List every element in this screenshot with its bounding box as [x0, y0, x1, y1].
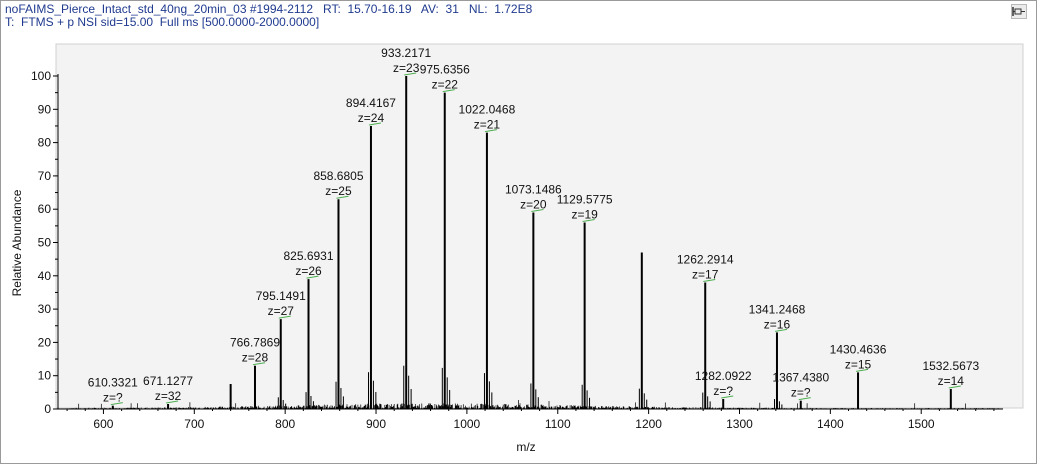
peak-mz-label: 858.6805	[313, 169, 363, 183]
peak-mz-label: 1532.5673	[922, 359, 979, 373]
peak-mz-label: 975.6356	[420, 63, 470, 77]
y-tick-label: 60	[38, 202, 52, 216]
x-tick-label: 1300	[726, 417, 753, 431]
peak-charge-label: z=22	[432, 78, 459, 92]
peak-mz-label: 766.7869	[230, 336, 280, 350]
peak-charge-label: z=?	[791, 386, 811, 400]
peak-labels: 610.3321z=?671.1277z=32766.7869z=28795.1…	[88, 46, 979, 406]
peak-annotation-mark	[165, 400, 179, 404]
peak-charge-label: z=20	[520, 198, 547, 212]
y-tick-label: 80	[38, 136, 52, 150]
pin-icon[interactable]	[1011, 4, 1027, 19]
peak-annotation-mark	[948, 385, 961, 389]
peak-mz-label: 671.1277	[143, 374, 193, 388]
y-tick-label: 70	[38, 169, 52, 183]
peak-annotation-mark	[484, 129, 498, 133]
peak-annotation-mark	[404, 72, 417, 76]
peak-mz-label: 1430.4636	[830, 342, 887, 356]
peak-charge-label: z=17	[692, 267, 719, 281]
peak-annotation-mark	[252, 362, 266, 366]
plot-area	[55, 43, 1024, 409]
y-tick-label: 10	[38, 369, 52, 383]
x-tick-label: 1000	[454, 417, 481, 431]
peak-annotation-mark	[336, 195, 349, 199]
peak-annotation-mark	[582, 219, 595, 223]
peak-mz-label: 795.1491	[256, 289, 306, 303]
peak-mz-label: 610.3321	[88, 376, 138, 390]
peak-annotation-mark	[368, 122, 382, 126]
peak-charge-label: z=?	[103, 391, 123, 405]
peak-charge-label: z=27	[268, 304, 295, 318]
x-tick-label: 800	[275, 417, 295, 431]
peak-annotation-mark	[855, 368, 869, 372]
peak-annotation-mark	[798, 397, 811, 401]
peak-charge-label: z=16	[764, 317, 791, 331]
y-axis-title: Relative Abundance	[10, 189, 24, 296]
x-tick-label: 1500	[908, 417, 935, 431]
peak-charge-label: z=14	[938, 374, 965, 388]
y-tick-label: 30	[38, 302, 52, 316]
peak-charge-label: z=?	[713, 384, 733, 398]
y-tick-label: 20	[38, 335, 52, 349]
peak-annotation-mark	[110, 402, 123, 406]
y-tick-label: 0	[44, 402, 51, 416]
peak-charge-label: z=24	[358, 111, 385, 125]
peak-mz-label: 1022.0468	[459, 103, 516, 117]
peak-annotation-mark	[703, 278, 716, 282]
peak-charge-label: z=19	[571, 208, 598, 222]
peak-mz-label: 933.2171	[381, 46, 431, 60]
x-axis-title: m/z	[516, 440, 535, 454]
peak-annotation-mark	[278, 315, 291, 319]
peak-charge-label: z=28	[242, 351, 269, 365]
y-tick-label: 100	[31, 69, 51, 83]
y-tick-label: 40	[38, 269, 52, 283]
peak-charge-label: z=25	[325, 184, 352, 198]
peak-annotation-mark	[774, 328, 788, 332]
peak-mz-label: 1262.2914	[677, 252, 734, 266]
peak-mz-label: 1282.0922	[695, 369, 752, 383]
peak-annotation-mark	[442, 89, 455, 93]
peak-charge-label: z=23	[393, 61, 420, 75]
y-tick-label: 50	[38, 236, 52, 250]
peak-annotation-mark	[306, 275, 319, 279]
peak-annotation-mark	[531, 209, 544, 213]
peak-mz-label: 1367.4380	[772, 371, 829, 385]
y-tick-label: 90	[38, 102, 52, 116]
peak-mz-label: 1073.1486	[505, 183, 562, 197]
peak-mz-label: 825.6931	[283, 249, 333, 263]
scan-header-line-2: T: FTMS + p NSI sid=15.00 Full ms [500.0…	[5, 15, 320, 29]
peaks	[111, 76, 952, 409]
scan-header-line-1: noFAIMS_Pierce_Intact_std_40ng_20min_03 …	[5, 2, 533, 16]
peak-mz-label: 894.4167	[346, 96, 396, 110]
x-tick-label: 1400	[817, 417, 844, 431]
x-tick-label: 1200	[635, 417, 662, 431]
peak-mz-label: 1341.2468	[749, 302, 806, 316]
peak-charge-label: z=32	[155, 389, 182, 403]
x-tick-label: 600	[93, 417, 113, 431]
x-tick-label: 900	[366, 417, 386, 431]
x-tick-label: 700	[184, 417, 204, 431]
peak-annotation-mark	[721, 395, 734, 399]
peak-charge-label: z=15	[845, 357, 872, 371]
peak-charge-label: z=26	[295, 264, 322, 278]
peak-charge-label: z=21	[474, 118, 501, 132]
peak-mz-label: 1129.5775	[557, 193, 613, 207]
x-tick-label: 1100	[545, 417, 571, 431]
